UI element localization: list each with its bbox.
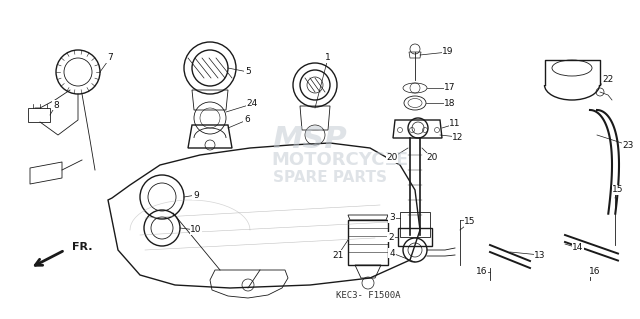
Text: 9: 9 bbox=[193, 190, 199, 199]
Text: SPARE PARTS: SPARE PARTS bbox=[273, 170, 387, 186]
Text: 19: 19 bbox=[442, 48, 454, 56]
Bar bbox=[400, 212, 430, 237]
Bar bbox=[398, 228, 432, 246]
Text: 22: 22 bbox=[602, 76, 614, 85]
Text: 12: 12 bbox=[452, 132, 464, 142]
Text: 24: 24 bbox=[246, 100, 258, 108]
Text: 13: 13 bbox=[534, 250, 546, 259]
Text: 7: 7 bbox=[107, 54, 113, 63]
Text: 15: 15 bbox=[464, 218, 476, 226]
Text: 15: 15 bbox=[612, 186, 624, 195]
Text: 3: 3 bbox=[389, 213, 395, 222]
Bar bbox=[28, 108, 50, 122]
Text: 10: 10 bbox=[190, 226, 202, 234]
Text: 18: 18 bbox=[444, 99, 456, 108]
Text: KEC3- F1500A: KEC3- F1500A bbox=[336, 291, 400, 300]
Text: 21: 21 bbox=[332, 250, 344, 259]
Text: 23: 23 bbox=[622, 140, 634, 150]
Text: 20: 20 bbox=[426, 153, 438, 162]
Text: 11: 11 bbox=[449, 120, 461, 129]
Text: 20: 20 bbox=[387, 153, 397, 162]
Text: 8: 8 bbox=[53, 100, 59, 109]
Text: 4: 4 bbox=[389, 249, 395, 257]
Text: 16: 16 bbox=[589, 268, 601, 277]
Text: 16: 16 bbox=[476, 268, 488, 277]
Text: MOTORCYCLE: MOTORCYCLE bbox=[271, 151, 408, 169]
Text: 17: 17 bbox=[444, 84, 456, 93]
Text: 14: 14 bbox=[572, 243, 584, 253]
Text: MSP: MSP bbox=[273, 125, 348, 154]
Text: 1: 1 bbox=[325, 54, 331, 63]
Text: FR.: FR. bbox=[72, 242, 93, 252]
Bar bbox=[348, 220, 388, 265]
Text: 6: 6 bbox=[244, 115, 250, 124]
Text: 2: 2 bbox=[388, 233, 394, 241]
Text: 5: 5 bbox=[245, 68, 251, 77]
